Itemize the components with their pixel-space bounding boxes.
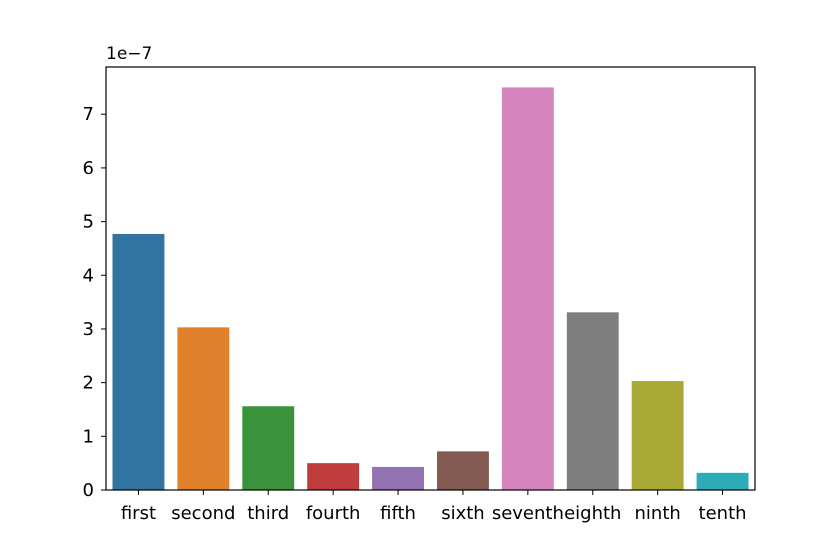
plot-frame [105, 66, 756, 491]
bar-second [177, 327, 230, 490]
bar-tenth [696, 472, 749, 490]
x-tick-label: ninth [635, 503, 681, 524]
bar-fifth [372, 466, 425, 490]
y-offset-label: 1e−7 [106, 44, 152, 64]
bar-fourth [307, 463, 360, 490]
x-tick-label: third [247, 503, 289, 524]
y-tick-label: 4 [83, 265, 94, 286]
y-tick-label: 0 [83, 480, 94, 501]
x-tick-label: fifth [380, 503, 416, 524]
x-tick-label: seventh [492, 503, 564, 524]
x-tick-label: eighth [564, 503, 621, 524]
bar-third [242, 406, 295, 490]
y-axis: 0 1 2 3 4 5 6 7 [83, 104, 106, 501]
x-tick-label: first [121, 503, 156, 524]
bar-ninth [631, 381, 684, 490]
y-tick-label: 6 [83, 158, 94, 179]
bar-sixth [436, 451, 489, 490]
x-tick-label: second [171, 503, 235, 524]
bar-eighth [566, 312, 619, 490]
y-tick-label: 3 [83, 319, 94, 340]
x-tick-label: fourth [306, 503, 361, 524]
x-axis: first second third fourth fifth sixth seventh e… [121, 490, 747, 524]
y-tick-label: 1 [83, 426, 94, 447]
y-tick-label: 5 [83, 212, 94, 233]
x-tick-label: tenth [699, 503, 747, 524]
bar-seventh [501, 87, 554, 491]
bars-group [112, 87, 749, 491]
x-tick-label: sixth [441, 503, 485, 524]
y-tick-label: 2 [83, 373, 94, 394]
bar-first [112, 233, 165, 490]
y-tick-label: 7 [83, 104, 94, 125]
